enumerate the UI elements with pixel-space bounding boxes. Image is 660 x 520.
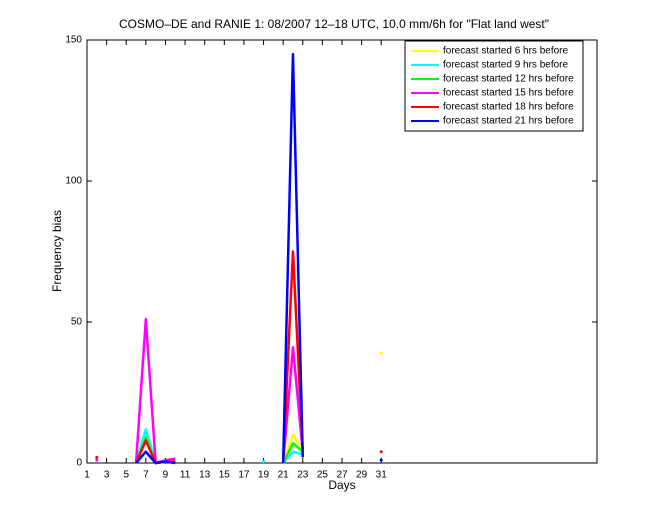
x-tick-label: 1 (84, 470, 90, 481)
y-tick-label: 50 (71, 317, 83, 328)
line-point (379, 450, 383, 454)
x-tick-label: 23 (297, 470, 309, 481)
legend-label: forecast started 12 hrs before (443, 74, 574, 85)
x-tick-label: 15 (219, 470, 231, 481)
legend-label: forecast started 15 hrs before (443, 88, 574, 99)
x-axis-label: Days (328, 478, 355, 492)
x-tick-label: 9 (163, 470, 169, 481)
legend-label: forecast started 6 hrs before (443, 46, 569, 57)
line (282, 450, 304, 464)
x-tick-label: 25 (317, 470, 329, 481)
line-point (95, 458, 99, 462)
x-tick-label: 17 (238, 470, 250, 481)
line-point (379, 458, 383, 462)
x-tick-label: 11 (180, 470, 191, 481)
legend-label: forecast started 18 hrs before (443, 102, 574, 113)
chart-title: COSMO–DE and RANIE 1: 08/2007 12–18 UTC,… (119, 17, 549, 31)
line (135, 450, 176, 465)
x-tick-label: 13 (199, 470, 211, 481)
legend-label: forecast started 21 hrs before (443, 116, 574, 127)
x-tick-label: 7 (143, 470, 149, 481)
x-tick-label: 21 (278, 470, 290, 481)
y-axis-label: Frequency bias (50, 210, 64, 292)
legend: forecast started 6 hrs before forecast st… (404, 40, 584, 132)
line-point (95, 455, 99, 459)
legend-box (404, 40, 584, 132)
line-point (262, 460, 266, 464)
y-tick-label: 0 (76, 458, 82, 469)
line (282, 442, 304, 464)
y-tick-label: 150 (65, 35, 82, 46)
line-point (379, 351, 383, 355)
x-tick-label: 27 (336, 470, 348, 481)
line (281, 250, 305, 464)
x-tick-label: 31 (376, 470, 388, 481)
line (281, 346, 305, 464)
x-tick-label: 19 (258, 470, 270, 481)
x-tick-label: 29 (356, 470, 368, 481)
x-tick-label: 5 (123, 470, 129, 481)
y-tick-label: 100 (65, 176, 82, 187)
line (281, 52, 305, 464)
x-tick-label: 3 (104, 470, 110, 481)
legend-label: forecast started 9 hrs before (443, 60, 569, 71)
line (281, 433, 304, 464)
